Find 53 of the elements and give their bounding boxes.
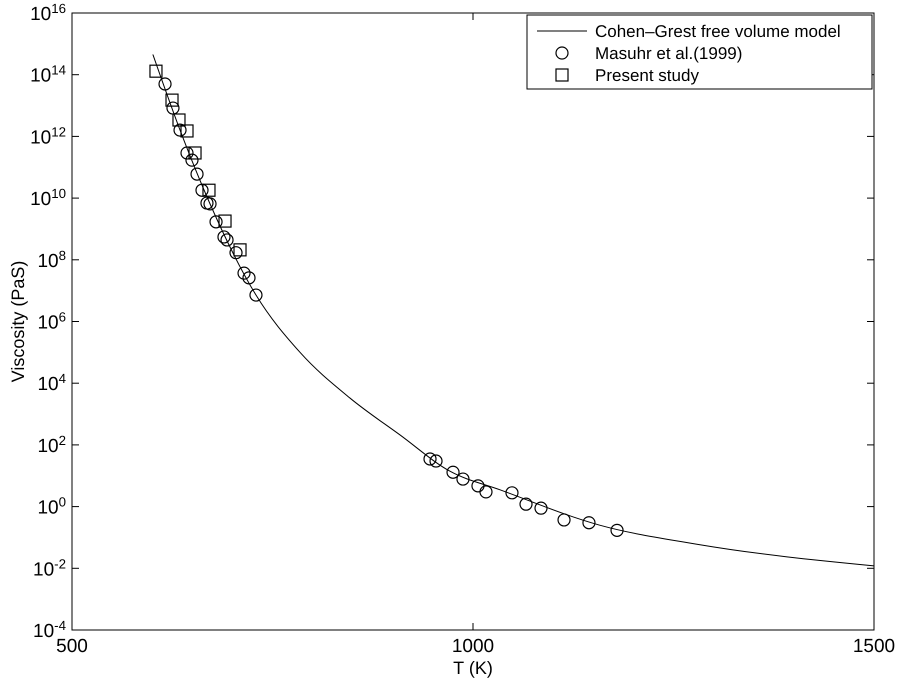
point xyxy=(220,233,234,247)
point xyxy=(209,215,223,228)
point xyxy=(202,184,216,197)
point xyxy=(471,479,485,492)
legend-label: Cohen–Grest free volume model xyxy=(595,22,841,41)
y-tick-label: 10$^{-2}$ xyxy=(33,556,66,580)
point xyxy=(180,146,194,160)
x-tick-label: 1500 xyxy=(852,636,896,657)
point xyxy=(456,472,470,486)
point xyxy=(519,498,533,511)
point xyxy=(233,243,247,256)
point xyxy=(185,154,199,167)
point xyxy=(190,167,204,181)
legend-label: Masuhr et al.(1999) xyxy=(595,44,742,63)
y-axis-title: Viscosity (PaS) xyxy=(8,260,28,382)
y-tick-label: 10$^{6}$ xyxy=(37,309,66,334)
point xyxy=(423,452,437,466)
y-tick-label: 10$^{2}$ xyxy=(37,432,66,457)
x-axis-title: T (K) xyxy=(453,658,493,678)
point xyxy=(479,485,493,498)
point xyxy=(158,77,172,91)
point xyxy=(166,101,180,115)
y-tick-label: 10$^{14}$ xyxy=(30,62,66,87)
point xyxy=(610,524,624,537)
x-tick-label: 1000 xyxy=(452,636,494,657)
y-tick-label: 10$^{8}$ xyxy=(37,247,66,272)
point xyxy=(505,486,519,500)
point xyxy=(218,214,232,228)
point xyxy=(446,466,460,479)
point xyxy=(180,124,194,138)
point xyxy=(200,196,214,210)
y-tick-label: 10$^{10}$ xyxy=(30,186,66,210)
point xyxy=(534,502,548,515)
point xyxy=(229,246,243,260)
point xyxy=(237,266,251,280)
point xyxy=(429,454,443,468)
point xyxy=(582,516,596,530)
y-tick-label: 10$^{16}$ xyxy=(30,0,66,25)
point xyxy=(173,124,187,137)
point xyxy=(203,197,217,210)
point xyxy=(149,64,163,78)
legend-label: Present study xyxy=(595,66,700,85)
point xyxy=(165,94,179,107)
y-tick-label: 10$^{12}$ xyxy=(30,124,66,148)
y-tick-label: 10$^{0}$ xyxy=(37,494,66,519)
point xyxy=(195,184,209,197)
point xyxy=(557,513,571,527)
point xyxy=(172,113,186,127)
point xyxy=(188,146,202,160)
point xyxy=(249,288,263,302)
point xyxy=(242,271,256,284)
y-tick-label: 10$^{4}$ xyxy=(37,370,66,396)
point xyxy=(217,230,231,244)
